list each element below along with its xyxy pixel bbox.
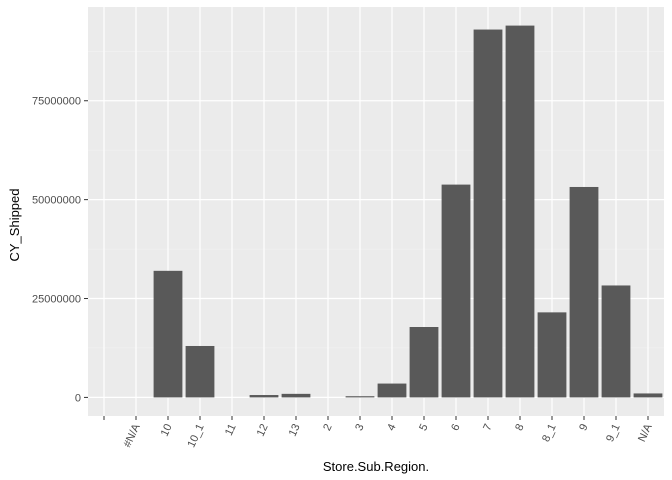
x-tick-label: N/A: [636, 422, 655, 444]
x-tick-label: 11: [223, 422, 239, 437]
y-tick-label: 50000000: [32, 195, 81, 207]
bar: [345, 396, 375, 398]
bar: [473, 29, 503, 398]
x-tick-label: 6: [449, 422, 462, 433]
x-tick-label: #N/A: [122, 422, 143, 450]
bar: [537, 312, 567, 398]
y-tick-label: 25000000: [32, 294, 81, 306]
bar: [281, 393, 311, 398]
x-axis-title: Store.Sub.Region.: [323, 459, 429, 474]
bar: [505, 25, 535, 398]
y-tick-label: 0: [75, 392, 81, 404]
x-tick-label: 5: [417, 422, 430, 433]
y-axis-title: CY_Shipped: [7, 189, 22, 262]
x-tick-label: 8_1: [540, 422, 559, 444]
x-tick-label: 9_1: [604, 422, 623, 444]
bar: [409, 327, 439, 398]
x-tick-label: 10_1: [185, 422, 206, 449]
x-tick-label: 12: [255, 422, 271, 438]
bar: [377, 383, 407, 398]
x-tick-label: 3: [353, 422, 366, 433]
bar: [441, 184, 471, 398]
x-tick-label: 13: [287, 422, 303, 438]
x-tick-label: 10: [159, 422, 175, 438]
bar: [153, 270, 183, 398]
x-tick-label: 2: [321, 422, 334, 433]
x-tick-label: 9: [577, 422, 590, 433]
bar: [633, 393, 663, 398]
y-tick-label: 75000000: [32, 96, 81, 108]
bar: [601, 285, 631, 398]
x-tick-label: 4: [385, 422, 398, 433]
x-tick-label: 7: [481, 422, 494, 433]
bar: [185, 345, 215, 398]
bar: [249, 395, 279, 398]
bar: [569, 186, 599, 398]
x-tick-label: 8: [513, 422, 526, 433]
